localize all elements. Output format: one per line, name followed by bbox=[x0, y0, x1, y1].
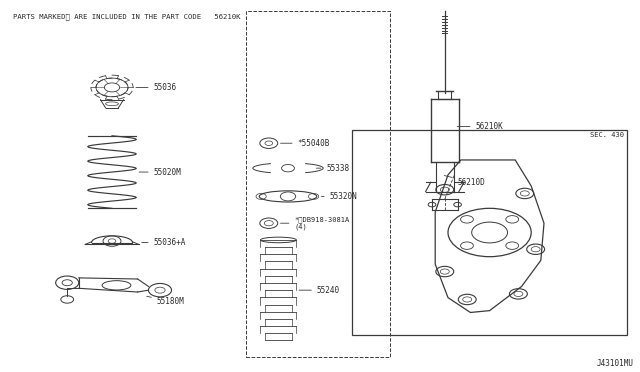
Text: *①DB918-3081A
(4): *①DB918-3081A (4) bbox=[280, 216, 349, 230]
Text: 56210K: 56210K bbox=[457, 122, 503, 131]
Text: 55240: 55240 bbox=[299, 286, 340, 295]
Text: 55020M: 55020M bbox=[139, 167, 181, 177]
Text: 55036+A: 55036+A bbox=[141, 238, 186, 247]
Text: SEC. 430: SEC. 430 bbox=[590, 132, 624, 138]
Text: PARTS MARKED※ ARE INCLUDED IN THE PART CODE   56210K: PARTS MARKED※ ARE INCLUDED IN THE PART C… bbox=[13, 13, 240, 20]
Text: *55040B: *55040B bbox=[280, 139, 330, 148]
Text: J43101MU: J43101MU bbox=[596, 359, 634, 368]
Text: 55180M: 55180M bbox=[147, 296, 184, 306]
Text: 55320N: 55320N bbox=[321, 192, 357, 201]
Text: 56210D: 56210D bbox=[444, 176, 485, 187]
Text: 55036: 55036 bbox=[136, 83, 177, 92]
Text: 55338: 55338 bbox=[316, 164, 349, 173]
